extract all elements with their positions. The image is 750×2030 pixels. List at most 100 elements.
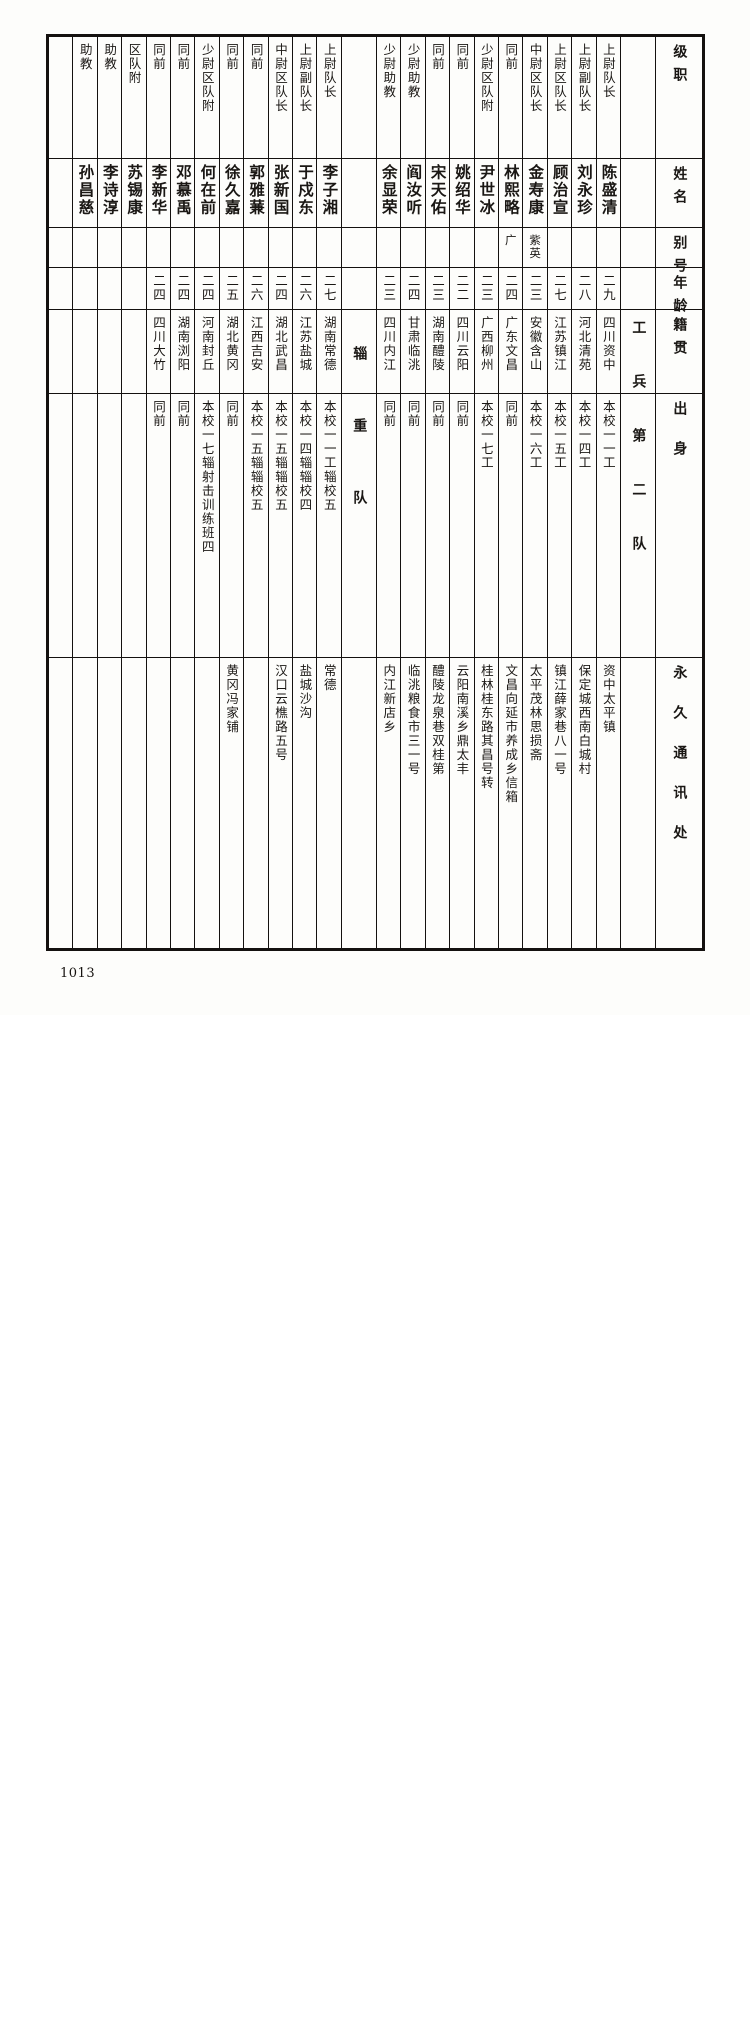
cell-name: 苏锡康 [121,158,147,228]
cell-origin: 湖北武昌 [267,308,294,394]
cell-alias [292,226,318,268]
unit-title-cell [340,226,377,268]
cell-origin-text: 湖南醴陵 [430,315,446,372]
cell-age: 二三 [522,266,548,310]
cell-rank-text: 少尉助教 [405,43,421,99]
cell-addr: 云阳南溪乡鼎太丰 [449,657,475,949]
cell-name: 李子湘 [316,158,342,228]
unit-title-cell [620,35,656,160]
cell-addr-text: 内江新店乡 [381,664,397,735]
cell-rank-text: 助教 [102,43,118,71]
cell-bg-text: 本校一六工 [527,399,543,470]
cell-alias [316,226,342,268]
cell-rank-text: 助教 [77,43,93,71]
cell-bg-text: 同前 [150,399,166,428]
cell-rank-text: 同前 [224,43,240,71]
cell-age: 二三 [473,266,499,310]
cell-origin [121,308,147,394]
cell-rank: 助教 [72,35,98,160]
cell-bg: 本校一五辎辎校五 [243,392,269,659]
cell-origin-text: 四川大竹 [150,315,166,372]
row-header-label: 出身 [671,400,688,481]
cell-name-text: 李诗淳 [100,164,119,217]
cell-age-text: 二三 [430,273,446,302]
cell-name-text: 陈盛清 [599,164,618,217]
cell-name: 林熙略 [497,158,524,228]
cell-name: 刘永珍 [571,158,597,228]
cell-name-text: 余显荣 [379,164,398,217]
unit-title-cell [620,226,656,268]
cell-origin-text: 四川云阳 [454,315,470,372]
cell-bg-text: 本校一一工 [600,399,616,470]
cell-origin: 湖北黄冈 [218,308,245,394]
cell-rank: 上尉区队长 [546,35,573,160]
cell-rank: 助教 [96,35,123,160]
cell-name: 张新国 [267,158,294,228]
cell-rank [47,35,74,160]
cell-origin: 广西柳州 [473,308,499,394]
unit-title-cell: 工兵第二队 [620,308,656,590]
table-row-age: 二四 二四 二四 二五 二六 二四 二六 二七 二三 二四 二三 二二 二三 二四 二三 二七 二八 二九 年龄 [47,266,703,321]
cell-bg: 本校一五工 [546,392,573,659]
row-header-bg: 出身 [655,392,703,659]
cell-alias [375,226,402,268]
cell-origin: 湖南浏阳 [170,308,196,394]
cell-bg-text: 本校一七辎射击训练班四 [199,399,215,554]
cell-age: 二七 [316,266,342,310]
cell-age-text: 二七 [321,273,337,302]
cell-origin-text: 湖北黄冈 [224,315,240,372]
cell-addr-text: 镇江薛家巷八一号 [552,664,568,777]
cell-addr [170,657,196,949]
cell-name: 邓慕禹 [170,158,196,228]
unit-title: 工兵第二队 [630,319,647,590]
cell-addr [194,657,220,949]
unit-title-cell [620,392,656,659]
cell-origin-text: 江苏镇江 [552,315,568,372]
cell-alias [424,226,451,268]
cell-age: 二六 [292,266,318,310]
cell-age-text: 二八 [576,273,592,302]
cell-age-text: 二六 [248,273,264,302]
cell-alias-text: 紫英 [528,233,543,260]
unit-title-cell [340,266,377,310]
row-header-age: 年龄 [655,266,703,321]
table-row-name: 孙昌慈 李诗淳 苏锡康 李新华 邓慕禹 何在前 徐久嘉 郭雅蒹 张新国 于戍东 李子湘 余显荣 阎汝听宋… [47,158,703,228]
cell-name-text: 林熙略 [501,164,520,217]
cell-age-text: 二四 [405,273,421,302]
cell-age-text: 二四 [272,273,288,302]
cell-alias [121,226,147,268]
cell-bg: 同前 [375,392,402,659]
cell-rank: 中尉区队长 [522,35,548,160]
cell-rank-text: 中尉区队长 [527,43,543,113]
cell-origin-text: 四川资中 [600,315,616,372]
cell-rank: 少尉助教 [400,35,426,160]
cell-alias [96,226,123,268]
cell-addr: 资中太平镇 [595,657,622,949]
cell-name: 郭雅蒹 [243,158,269,228]
cell-addr: 桂林桂东路其昌号转 [473,657,499,949]
cell-bg-text: 本校一一工辎校五 [321,399,337,512]
cell-addr [96,657,123,949]
cell-rank-text: 同前 [150,43,166,71]
cell-age: 二四 [400,266,426,310]
cell-bg: 本校一五辎辎校五 [267,392,294,659]
cell-origin: 河北清苑 [571,308,597,394]
cell-rank-text: 少尉区队附 [199,43,215,113]
cell-addr: 文昌向延市养成乡信箱 [497,657,524,949]
cell-addr-text: 保定城西南白城村 [576,664,592,777]
cell-origin: 河南封丘 [194,308,220,394]
cell-bg [72,392,98,659]
cell-origin-text: 安徽含山 [527,315,543,372]
cell-age: 二六 [243,266,269,310]
cell-addr [121,657,147,949]
cell-addr-text: 资中太平镇 [600,664,616,735]
cell-age: 二二 [449,266,475,310]
cell-age: 二三 [424,266,451,310]
cell-bg [96,392,123,659]
cell-rank: 中尉区队长 [267,35,294,160]
cell-bg-text: 同前 [381,399,397,428]
cell-age [96,266,123,310]
cell-bg: 同前 [400,392,426,659]
cell-origin: 四川大竹 [145,308,172,394]
cell-rank-text: 上尉队长 [600,43,616,99]
